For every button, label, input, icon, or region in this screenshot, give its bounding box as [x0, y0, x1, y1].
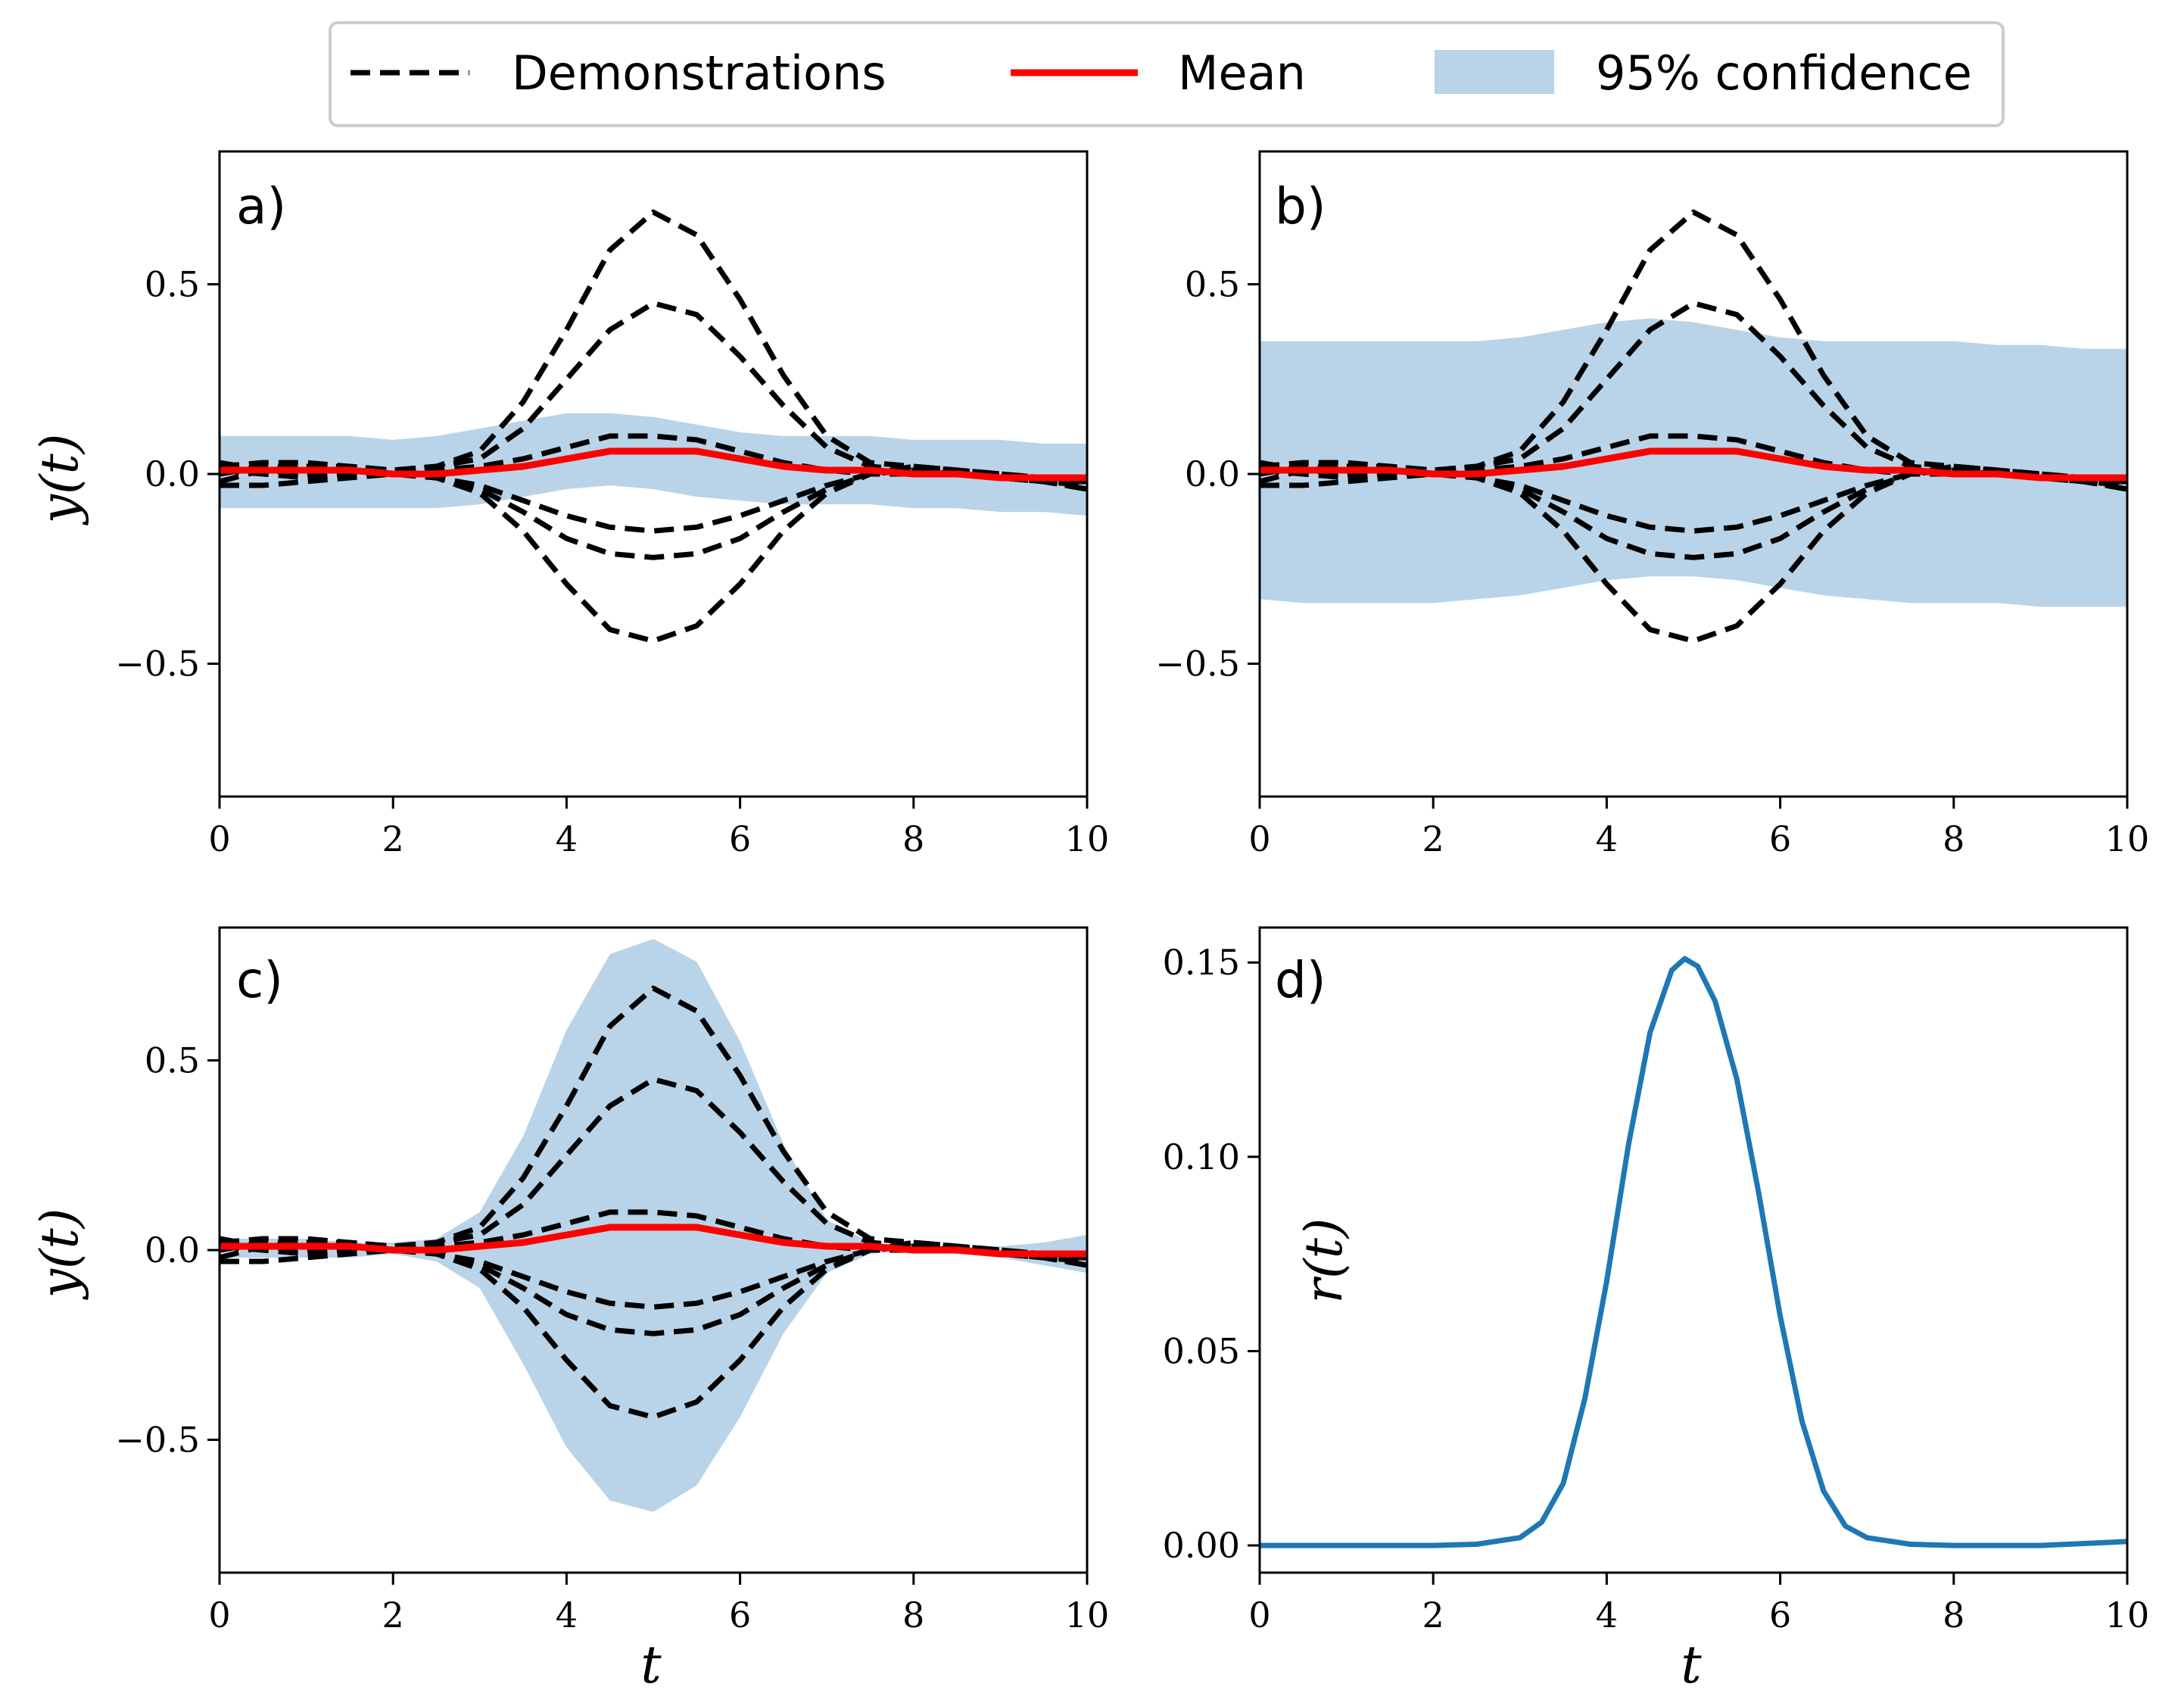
y-tick-label: −0.5 [1155, 644, 1240, 684]
panel-a: 0 2 4 6 8 10 0.5 0.0 −0.5 a) y(t) [30, 150, 1110, 859]
y-tick-label: 0.15 [1163, 942, 1240, 983]
demonstration-line-5 [1260, 463, 2127, 560]
confidence-band [220, 413, 1087, 516]
legend: Demonstrations Mean 95% confidence [329, 21, 2005, 127]
series-layer [1260, 209, 2127, 644]
xlabel-c: t [640, 1635, 662, 1690]
y-tick-label: 0.00 [1163, 1525, 1240, 1566]
x-tick-label: 10 [2105, 1595, 2150, 1635]
x-tick-label: 10 [1065, 1595, 1110, 1635]
mean-line [220, 447, 1087, 482]
y-tick-label: 0.0 [1185, 454, 1240, 494]
x-tick-label: 6 [1769, 1595, 1791, 1635]
demonstration-line-1 [220, 209, 1087, 485]
y-tick-label: 0.0 [145, 1230, 200, 1271]
x-tick-label: 10 [1065, 818, 1110, 859]
y-tick-label: 0.5 [145, 263, 200, 304]
plot-area-b: 0 2 4 6 8 10 0.5 0.0 −0.5 [1155, 150, 2150, 859]
x-tick-label: 6 [1769, 818, 1791, 859]
x-tick-label: 2 [382, 1595, 404, 1635]
series-layer [1260, 956, 2127, 1548]
x-tick-label: 0 [208, 818, 230, 859]
x-tick-label: 4 [1596, 818, 1618, 859]
y-tick-label: 0.5 [145, 1040, 200, 1080]
mean-line [220, 1224, 1087, 1258]
y-tick-label: 0.10 [1163, 1137, 1240, 1177]
series-layer [220, 939, 1087, 1512]
demonstration-line-1 [220, 985, 1087, 1261]
panel-label-a: a) [236, 177, 286, 235]
legend-confidence-swatch [1435, 50, 1554, 94]
panel-label-d: d) [1275, 951, 1326, 1009]
plot-area-c: 0 2 4 6 8 10 0.5 0.0 −0.5 [115, 926, 1110, 1635]
xlabel-d: t [1681, 1635, 1702, 1690]
panel-d: 0 2 4 6 8 10 0.15 0.10 0.05 0.00 d) r(t) t [1163, 926, 2150, 1690]
panel-b: 0 2 4 6 8 10 0.5 0.0 −0.5 b) [1155, 150, 2150, 859]
demonstration-line-5 [220, 1239, 1087, 1336]
confidence-band [1260, 318, 2127, 607]
axes-frame [1258, 926, 2129, 1574]
x-tick-label: 8 [902, 1595, 924, 1635]
y-tick-label: −0.5 [115, 644, 200, 684]
panel-label-c: c) [236, 951, 283, 1009]
ylabel-d: r(t) [1295, 1218, 1354, 1304]
ylabel-a: y(t) [30, 434, 90, 526]
legend-mean-label: Mean [1178, 45, 1306, 101]
series-layer [220, 209, 1087, 644]
panel-c: 0 2 4 6 8 10 0.5 0.0 −0.5 c) y(t) t [30, 926, 1110, 1690]
x-tick-label: 8 [1943, 1595, 1964, 1635]
y-tick-label: −0.5 [115, 1420, 200, 1461]
x-tick-label: 8 [1943, 818, 1964, 859]
y-tick-label: 0.0 [145, 454, 200, 494]
plot-area-a: 0 2 4 6 8 10 0.5 0.0 −0.5 [115, 150, 1110, 859]
x-tick-label: 0 [1248, 818, 1270, 859]
x-tick-label: 4 [1596, 1595, 1618, 1635]
x-tick-label: 4 [556, 818, 578, 859]
x-tick-label: 2 [1422, 1595, 1444, 1635]
ylabel-c: y(t) [30, 1208, 90, 1301]
x-tick-label: 0 [1248, 1595, 1270, 1635]
legend-confidence-label: 95% confidence [1596, 45, 1972, 101]
demonstration-line-5 [220, 463, 1087, 560]
y-tick-label: 0.05 [1163, 1330, 1240, 1371]
legend-frame [329, 21, 2005, 127]
x-tick-label: 10 [2105, 818, 2150, 859]
x-tick-label: 6 [729, 1595, 751, 1635]
y-tick-label: 0.5 [1185, 263, 1240, 304]
x-tick-label: 2 [1422, 818, 1444, 859]
reward-line [1260, 956, 2127, 1548]
panel-label-b: b) [1275, 177, 1326, 235]
x-tick-label: 4 [556, 1595, 578, 1635]
x-tick-label: 0 [208, 1595, 230, 1635]
x-tick-label: 2 [382, 818, 404, 859]
x-tick-label: 8 [902, 818, 924, 859]
mean-line [1260, 447, 2127, 482]
plot-area-d: 0 2 4 6 8 10 0.15 0.10 0.05 0.00 [1163, 926, 2150, 1635]
x-tick-label: 6 [729, 818, 751, 859]
demonstration-line-1 [1260, 209, 2127, 485]
legend-demonstrations-label: Demonstrations [512, 45, 886, 101]
